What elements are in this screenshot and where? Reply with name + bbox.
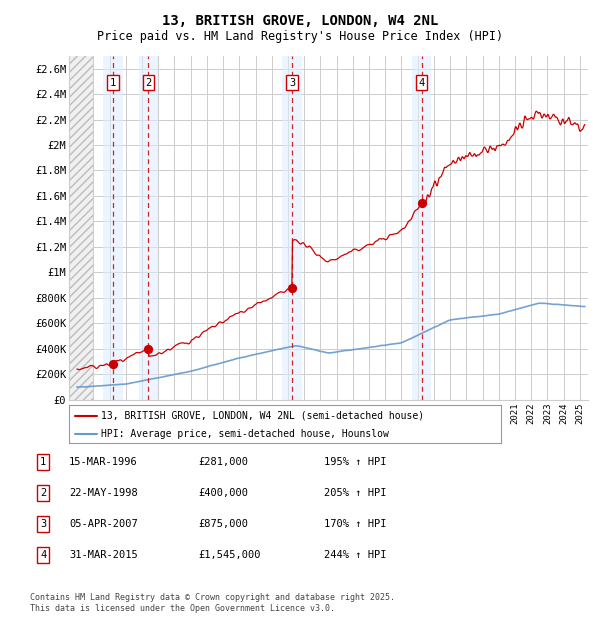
Point	[108, 359, 118, 369]
Text: 13, BRITISH GROVE, LONDON, W4 2NL (semi-detached house): 13, BRITISH GROVE, LONDON, W4 2NL (semi-…	[101, 410, 425, 420]
Text: 244% ↑ HPI: 244% ↑ HPI	[324, 550, 386, 560]
Text: £875,000: £875,000	[198, 519, 248, 529]
Text: 4: 4	[419, 78, 425, 87]
Text: 05-APR-2007: 05-APR-2007	[69, 519, 138, 529]
Text: 205% ↑ HPI: 205% ↑ HPI	[324, 488, 386, 498]
Text: Price paid vs. HM Land Registry's House Price Index (HPI): Price paid vs. HM Land Registry's House …	[97, 30, 503, 43]
Text: 22-MAY-1998: 22-MAY-1998	[69, 488, 138, 498]
Text: 1: 1	[110, 78, 116, 87]
Text: 13, BRITISH GROVE, LONDON, W4 2NL: 13, BRITISH GROVE, LONDON, W4 2NL	[162, 14, 438, 28]
Text: 195% ↑ HPI: 195% ↑ HPI	[324, 457, 386, 467]
Point	[143, 344, 153, 354]
Text: 2: 2	[145, 78, 151, 87]
Text: 3: 3	[40, 519, 46, 529]
Text: £400,000: £400,000	[198, 488, 248, 498]
Text: 3: 3	[289, 78, 295, 87]
Text: £1,545,000: £1,545,000	[198, 550, 260, 560]
Bar	[103, 56, 122, 400]
Point	[417, 198, 427, 208]
Text: HPI: Average price, semi-detached house, Hounslow: HPI: Average price, semi-detached house,…	[101, 428, 389, 439]
Text: 2: 2	[40, 488, 46, 498]
Text: 31-MAR-2015: 31-MAR-2015	[69, 550, 138, 560]
Bar	[69, 56, 94, 400]
Text: 170% ↑ HPI: 170% ↑ HPI	[324, 519, 386, 529]
Text: 1: 1	[40, 457, 46, 467]
Point	[287, 283, 297, 293]
Text: 15-MAR-1996: 15-MAR-1996	[69, 457, 138, 467]
Bar	[139, 56, 158, 400]
Text: £281,000: £281,000	[198, 457, 248, 467]
Text: Contains HM Land Registry data © Crown copyright and database right 2025.
This d: Contains HM Land Registry data © Crown c…	[30, 593, 395, 613]
Bar	[412, 56, 431, 400]
Bar	[283, 56, 302, 400]
Text: 4: 4	[40, 550, 46, 560]
